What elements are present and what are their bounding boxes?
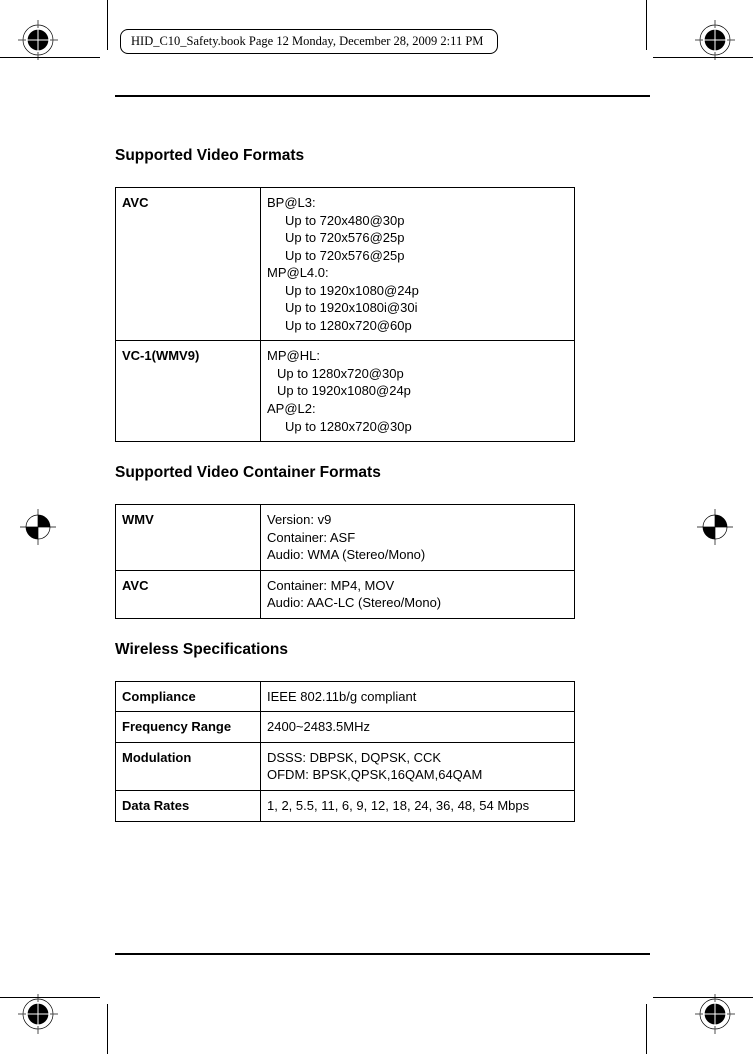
crop-mark [646, 0, 647, 50]
cell-value: IEEE 802.11b/g compliant [261, 681, 575, 712]
page-content: Supported Video Formats AVC BP@L3: Up to… [115, 95, 650, 955]
cell-label: VC-1(WMV9) [116, 341, 261, 442]
cell-value: 2400~2483.5MHz [261, 712, 575, 743]
cell-label: WMV [116, 505, 261, 571]
crop-mark [0, 57, 100, 58]
cell-value: 1, 2, 5.5, 11, 6, 9, 12, 18, 24, 36, 48,… [261, 791, 575, 822]
section-title-video-formats: Supported Video Formats [115, 147, 650, 165]
crop-mark [653, 997, 753, 998]
registration-mark-icon [18, 20, 58, 60]
crosshair-mark-icon [18, 507, 58, 547]
table-row: AVC BP@L3: Up to 720x480@30p Up to 720x5… [116, 188, 575, 341]
registration-mark-icon [18, 994, 58, 1034]
cell-value: Container: MP4, MOV Audio: AAC-LC (Stere… [261, 570, 575, 618]
cell-label: AVC [116, 570, 261, 618]
registration-mark-icon [695, 994, 735, 1034]
table-row: Modulation DSSS: DBPSK, DQPSK, CCK OFDM:… [116, 742, 575, 790]
crop-mark [646, 1004, 647, 1054]
crop-mark [0, 997, 100, 998]
cell-label: Data Rates [116, 791, 261, 822]
table-row: VC-1(WMV9) MP@HL: Up to 1280x720@30p Up … [116, 341, 575, 442]
section-title-container-formats: Supported Video Container Formats [115, 464, 650, 482]
registration-mark-icon [695, 20, 735, 60]
page-header-text: HID_C10_Safety.book Page 12 Monday, Dece… [131, 34, 483, 48]
table-row: AVC Container: MP4, MOV Audio: AAC-LC (S… [116, 570, 575, 618]
cell-value: DSSS: DBPSK, DQPSK, CCK OFDM: BPSK,QPSK,… [261, 742, 575, 790]
container-formats-table: WMV Version: v9 Container: ASF Audio: WM… [115, 504, 575, 619]
crop-mark [653, 57, 753, 58]
cell-label: Compliance [116, 681, 261, 712]
video-formats-table: AVC BP@L3: Up to 720x480@30p Up to 720x5… [115, 187, 575, 442]
table-row: WMV Version: v9 Container: ASF Audio: WM… [116, 505, 575, 571]
cell-label: Frequency Range [116, 712, 261, 743]
cell-label: Modulation [116, 742, 261, 790]
section-title-wireless: Wireless Specifications [115, 641, 650, 659]
table-row: Frequency Range 2400~2483.5MHz [116, 712, 575, 743]
crop-mark [107, 0, 108, 50]
cell-value: Version: v9 Container: ASF Audio: WMA (S… [261, 505, 575, 571]
cell-value: BP@L3: Up to 720x480@30p Up to 720x576@2… [261, 188, 575, 341]
table-row: Data Rates 1, 2, 5.5, 11, 6, 9, 12, 18, … [116, 791, 575, 822]
crosshair-mark-icon [695, 507, 735, 547]
cell-value: MP@HL: Up to 1280x720@30p Up to 1920x108… [261, 341, 575, 442]
crop-mark [107, 1004, 108, 1054]
page-header-box: HID_C10_Safety.book Page 12 Monday, Dece… [120, 29, 498, 54]
cell-label: AVC [116, 188, 261, 341]
wireless-spec-table: Compliance IEEE 802.11b/g compliant Freq… [115, 681, 575, 822]
table-row: Compliance IEEE 802.11b/g compliant [116, 681, 575, 712]
